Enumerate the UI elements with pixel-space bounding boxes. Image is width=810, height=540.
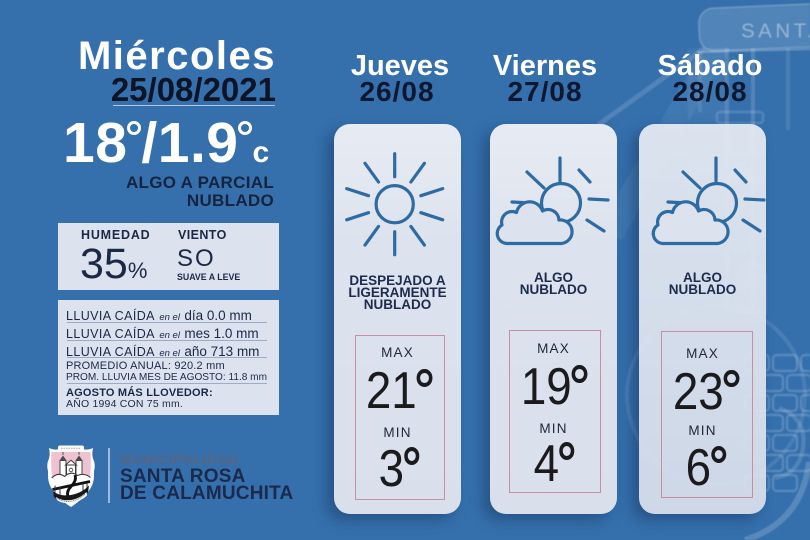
svg-text:SANTA: SANTA: [741, 20, 810, 43]
